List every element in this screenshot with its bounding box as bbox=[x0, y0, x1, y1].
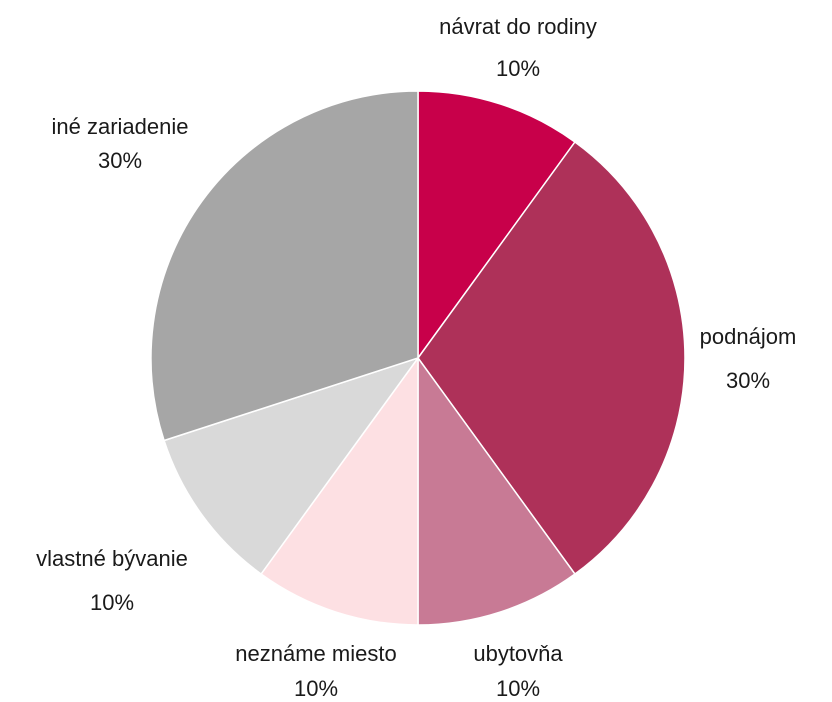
pie-slice bbox=[417, 355, 576, 626]
slice-value-label: 10% bbox=[90, 590, 134, 615]
pie-slice bbox=[163, 356, 420, 576]
slice-label: neznáme miesto bbox=[235, 641, 396, 666]
pie-slice bbox=[417, 140, 686, 576]
slice-label: návrat do rodiny bbox=[439, 14, 597, 39]
slice-value-label: 10% bbox=[294, 676, 338, 701]
slice-value-label: 10% bbox=[496, 56, 540, 81]
pie-slice bbox=[417, 90, 576, 361]
pie-slice bbox=[150, 90, 419, 442]
slice-label: vlastné bývanie bbox=[36, 546, 188, 571]
slice-label: iné zariadenie bbox=[52, 114, 189, 139]
slice-label: ubytovňa bbox=[473, 641, 563, 666]
slice-value-label: 10% bbox=[496, 676, 540, 701]
slice-value-label: 30% bbox=[98, 148, 142, 173]
slice-value-label: 30% bbox=[726, 368, 770, 393]
pie-slice bbox=[260, 355, 419, 626]
slice-label: podnájom bbox=[700, 324, 797, 349]
